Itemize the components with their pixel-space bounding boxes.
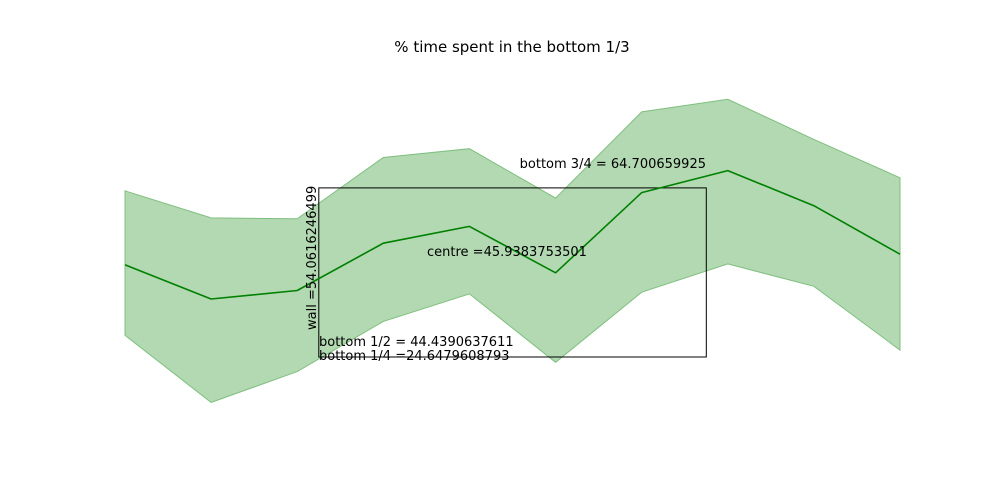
annotation-bottom-1-2: bottom 1/2 = 44.4390637611 — [319, 335, 514, 350]
chart-title: % time spent in the bottom 1/3 — [394, 38, 629, 56]
annotation-bottom-1-4: bottom 1/4 =24.6479608793 — [319, 349, 509, 364]
series-line-0 — [124, 169, 901, 300]
annotation-wall: wall =54.0616246499 — [305, 186, 320, 330]
reference-box-layer — [318, 187, 707, 358]
series-line-layer — [124, 169, 901, 300]
annotation-centre: centre =45.9383753501 — [427, 245, 587, 260]
reference-box — [318, 187, 707, 358]
annotation-bottom-3-4: bottom 3/4 = 64.700659925 — [520, 157, 706, 172]
